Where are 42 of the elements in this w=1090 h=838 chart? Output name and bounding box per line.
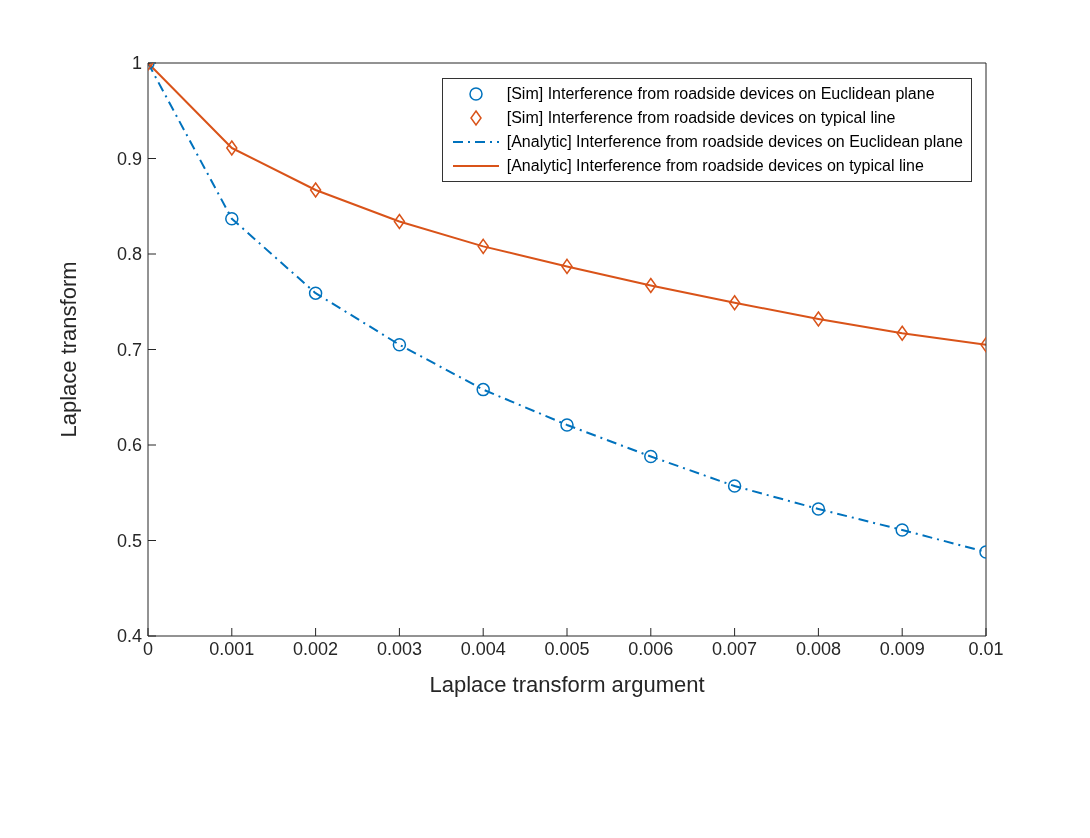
point — [476, 382, 490, 397]
point — [812, 311, 825, 327]
y-tick-label: 0.5 — [116, 530, 142, 551]
point — [728, 294, 741, 311]
x-tick-label: 0.004 — [460, 638, 506, 659]
y-tick-label: 0.6 — [116, 435, 142, 456]
y-axis-title: Laplace transform — [55, 261, 81, 438]
point — [811, 502, 826, 516]
legend-label: [Sim] Interference from roadside devices on Euclidean plane — [506, 85, 935, 103]
x-tick-label: 0.002 — [293, 638, 339, 659]
point — [309, 182, 322, 198]
point — [560, 418, 574, 432]
y-tick-label: 0.9 — [116, 148, 142, 169]
x-tick-label: 0.008 — [795, 638, 841, 659]
x-tick-label: 0.001 — [209, 638, 255, 659]
point — [895, 523, 909, 537]
legend-label: [Analytic] Interference from roadside devices on typical line — [506, 157, 924, 175]
x-tick-label: 0.007 — [712, 638, 758, 659]
y-tick-label: 0.8 — [116, 244, 142, 265]
point — [727, 479, 742, 493]
x-tick-label: 0.01 — [968, 638, 1004, 659]
x-tick-label: 0.003 — [376, 638, 422, 659]
point — [645, 277, 657, 294]
y-tick-label: 0.7 — [116, 339, 142, 360]
point — [393, 213, 406, 230]
point — [561, 258, 573, 275]
x-tick-label: 0 — [142, 638, 154, 659]
point — [392, 337, 407, 352]
x-tick-label: 0.006 — [628, 638, 674, 659]
x-axis-title: Laplace transform argument — [429, 672, 705, 697]
legend-label: [Analytic] Interference from roadside devices on Euclidean plane — [506, 133, 963, 151]
point — [477, 238, 489, 255]
point — [225, 211, 239, 226]
point — [308, 286, 323, 300]
x-tick-label: 0.009 — [879, 638, 925, 659]
point — [226, 140, 238, 156]
y-tick-label: 1 — [131, 53, 142, 74]
x-tick-label: 0.005 — [544, 638, 590, 659]
point — [644, 449, 658, 464]
point — [896, 325, 908, 342]
legend-label: [Sim] Interference from roadside devices on typical line — [506, 109, 896, 127]
y-tick-label: 0.4 — [116, 626, 142, 647]
